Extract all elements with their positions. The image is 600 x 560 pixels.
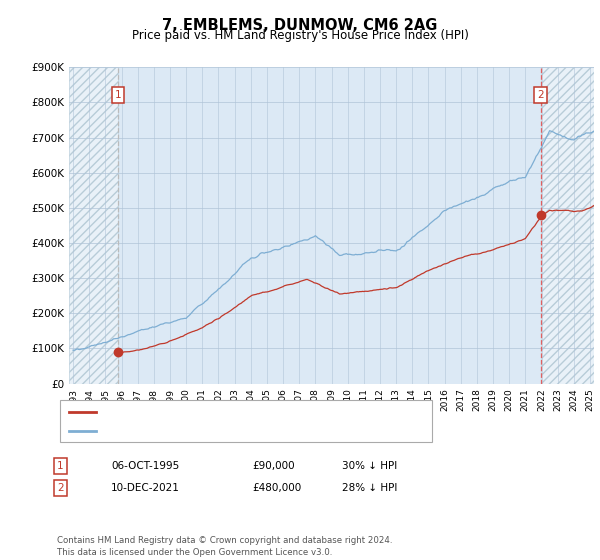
Bar (69, 67, 118, 384)
Bar (541, 67, 594, 384)
Text: 7, EMBLEMS, DUNMOW, CM6 2AG (detached house): 7, EMBLEMS, DUNMOW, CM6 2AG (detached ho… (101, 407, 371, 417)
Text: 28% ↓ HPI: 28% ↓ HPI (342, 483, 397, 493)
Text: 06-OCT-1995: 06-OCT-1995 (111, 461, 179, 471)
Bar (69, 67, 118, 384)
Text: Price paid vs. HM Land Registry's House Price Index (HPI): Price paid vs. HM Land Registry's House … (131, 29, 469, 42)
Text: £90,000: £90,000 (252, 461, 295, 471)
Text: 10-DEC-2021: 10-DEC-2021 (111, 483, 180, 493)
Text: 7, EMBLEMS, DUNMOW, CM6 2AG: 7, EMBLEMS, DUNMOW, CM6 2AG (163, 18, 437, 33)
Bar (541, 67, 594, 384)
Text: 1: 1 (57, 461, 64, 471)
Text: 30% ↓ HPI: 30% ↓ HPI (342, 461, 397, 471)
Text: 1: 1 (115, 90, 121, 100)
Text: Contains HM Land Registry data © Crown copyright and database right 2024.
This d: Contains HM Land Registry data © Crown c… (57, 536, 392, 557)
Text: 2: 2 (537, 90, 544, 100)
Text: HPI: Average price, detached house, Uttlesford: HPI: Average price, detached house, Uttl… (101, 426, 346, 436)
Text: £480,000: £480,000 (252, 483, 301, 493)
Text: 2: 2 (57, 483, 64, 493)
